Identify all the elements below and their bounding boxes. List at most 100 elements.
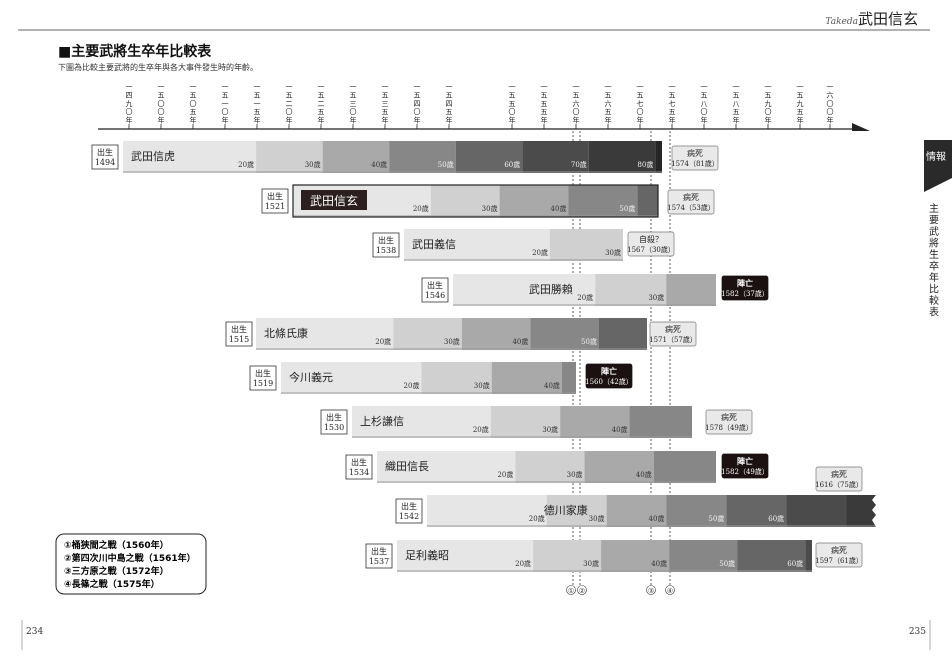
lifespan-band	[515, 451, 585, 483]
lifespan-band	[453, 274, 596, 306]
age-mark: 20歲	[497, 470, 513, 479]
lifespan-band	[655, 141, 662, 173]
age-mark: 50歲	[438, 160, 454, 169]
age-mark: 40歲	[544, 381, 560, 390]
death-label: 1560（42歲）	[585, 377, 633, 386]
age-mark: 20歲	[238, 160, 254, 169]
birth-box	[225, 321, 253, 347]
birth-label: 出生	[231, 324, 247, 334]
lifespan-name: 足利義昭	[405, 548, 449, 562]
lifespan-band	[601, 540, 670, 572]
death-fate: 陣亡	[601, 366, 617, 376]
axis-tick-label: 一五八〇年	[701, 83, 708, 125]
age-mark: 40歲	[649, 514, 665, 523]
age-mark: 20歲	[473, 425, 489, 434]
bar-shadow	[281, 392, 576, 394]
lifespan-name: 今川義元	[289, 370, 333, 384]
lifespan-band	[560, 406, 630, 438]
axis-tick-label: 一五八五年	[733, 83, 740, 125]
death-fate: 自殺？	[639, 234, 663, 244]
lifespan-band	[461, 318, 531, 350]
age-mark: 40歲	[636, 470, 652, 479]
lifespan-band	[256, 141, 323, 173]
lifespan-name: 武田信虎	[131, 150, 175, 163]
age-mark: 30歲	[444, 337, 460, 346]
bar-shadow	[427, 525, 876, 527]
birth-label: 出生	[351, 457, 367, 467]
age-mark: 40歲	[651, 559, 667, 568]
lifespan-band	[430, 185, 500, 217]
death-box	[585, 363, 633, 389]
lifespan-band	[805, 540, 812, 572]
death-box	[627, 231, 675, 257]
death-box	[815, 542, 863, 568]
age-mark: 60歲	[504, 160, 520, 169]
lifespan-band	[588, 141, 656, 173]
lifespan-band	[669, 540, 738, 572]
birth-box	[372, 232, 400, 258]
birth-box	[395, 498, 423, 524]
page-number-right: 235	[909, 627, 926, 637]
lifespan-band	[726, 495, 787, 527]
side-tab-vertical-text: 主要武將生卒年比較表	[929, 203, 939, 319]
event-marker-circle	[577, 585, 587, 595]
axis-tick-label: 一五四〇年	[414, 83, 421, 125]
bar-shadow	[293, 215, 658, 217]
lifespan-name: 武田信玄	[310, 193, 358, 208]
section-heading: ■主要武將生卒年比較表	[58, 43, 212, 60]
bar-outline	[292, 184, 659, 218]
birth-year: 1537	[369, 557, 389, 566]
age-mark: 30歲	[567, 470, 583, 479]
birth-year: 1534	[349, 468, 369, 477]
age-mark: 20歲	[532, 248, 548, 257]
lifespan-band	[546, 495, 607, 527]
bar-shadow	[397, 570, 812, 572]
age-mark: 50歲	[708, 514, 724, 523]
age-mark: 50歲	[619, 204, 635, 213]
lifespan-band	[666, 274, 716, 306]
lifespan-band	[533, 540, 602, 572]
timeline-axis: 一四九〇年 一五〇〇年 一五〇五年 一五一〇年 一五一五年 一五二〇年 一五二五年 一五三〇年…	[98, 83, 870, 131]
age-mark: 30歲	[583, 559, 599, 568]
lifespan-band	[389, 141, 456, 173]
death-box	[705, 409, 753, 435]
axis-tick-label: 一五一五年	[254, 83, 261, 125]
legend-item-2: ②第四次川中島之戰（1561年）	[64, 552, 196, 564]
lifespan-band	[499, 185, 569, 217]
age-mark: 50歲	[719, 559, 735, 568]
age-mark: 30歲	[648, 293, 664, 302]
lifespan-band	[322, 141, 390, 173]
death-label: 1582（49歲）	[721, 467, 769, 476]
death-fate: 病死	[831, 469, 847, 479]
lifespan-band	[256, 318, 394, 350]
lifespan-band	[530, 318, 599, 350]
birth-year: 1546	[425, 291, 445, 300]
age-mark: 30歲	[482, 204, 498, 213]
bar-shadow	[404, 259, 623, 261]
age-mark: 30歲	[605, 248, 621, 257]
event-marker-label: ③	[648, 587, 654, 595]
age-mark: 30歲	[474, 381, 490, 390]
age-mark: 30歲	[589, 514, 605, 523]
death-label: 1582（37歲）	[721, 289, 769, 298]
event-marker-circle	[566, 585, 576, 595]
age-mark: 30歲	[305, 160, 321, 169]
lifespan-bars: 20歲 30歲 40歲 50歲 60歲 70歲 80歲武田信虎出生1494病死1574（81…	[91, 141, 882, 572]
death-box	[649, 321, 697, 347]
event-marker-label: ①	[568, 587, 574, 595]
death-fate: 病死	[665, 324, 681, 334]
death-box	[671, 145, 719, 171]
event-marker-circle	[665, 585, 675, 595]
lifespan-name: 北條氏康	[264, 326, 308, 340]
side-tab-flag	[924, 140, 952, 192]
lifespan-band	[584, 451, 654, 483]
lifespan-band	[491, 362, 562, 394]
birth-box	[365, 543, 393, 569]
